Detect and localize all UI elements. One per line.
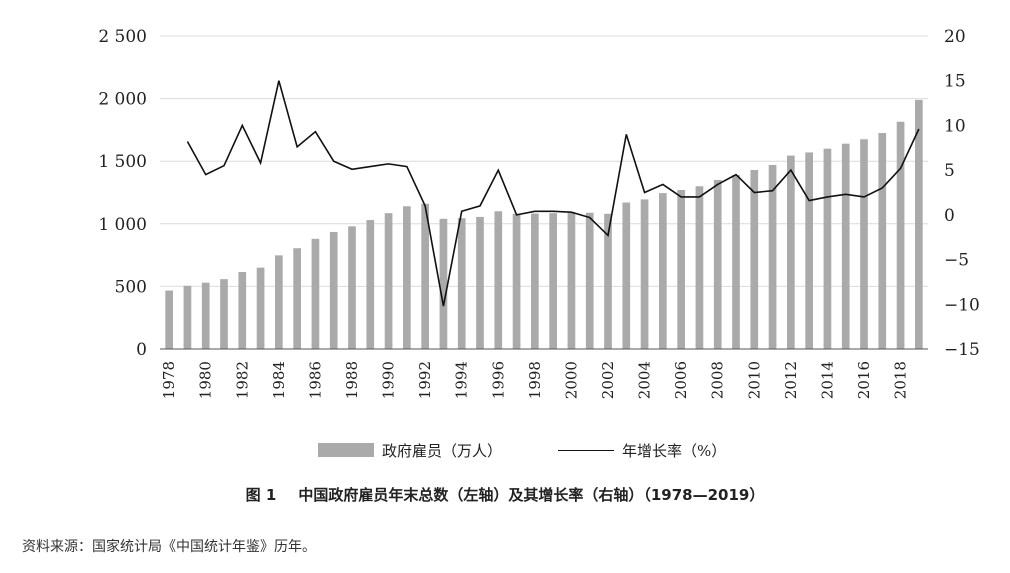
bar-1994: [457, 218, 466, 349]
x-tick-label-2006: 2006: [672, 361, 690, 399]
bar-2018: [896, 121, 905, 350]
y-left-tick-label: 2 500: [98, 27, 147, 47]
bar-2007: [695, 186, 704, 349]
gridlines: [160, 35, 928, 287]
x-tick-label-1982: 1982: [233, 361, 251, 399]
bar-2009: [732, 174, 740, 349]
bar-2003: [622, 202, 631, 349]
legend: 政府雇员（万人） 年增长率（%）: [0, 438, 1010, 462]
y-right-tick-label: 0: [944, 206, 955, 226]
x-tick-label-2000: 2000: [562, 361, 580, 399]
legend-item-line: 年增长率（%）: [558, 438, 726, 462]
x-tick-label-1988: 1988: [343, 361, 361, 399]
bar-2006: [677, 189, 685, 349]
bar-1980: [201, 282, 210, 349]
bar-1996: [494, 211, 503, 349]
x-tick-label-1978: 1978: [160, 361, 178, 399]
y-right-tick-label: 5: [944, 161, 955, 181]
bar-1997: [512, 213, 521, 349]
figure-title: 中国政府雇员年末总数（左轴）及其增长率（右轴）（1978—2019）: [298, 486, 765, 504]
legend-bar-label: 政府雇员（万人）: [382, 441, 503, 460]
bar-2005: [659, 193, 667, 349]
x-tick-label-1984: 1984: [270, 361, 288, 399]
legend-bar-swatch: [318, 443, 374, 457]
bar-2004: [640, 199, 649, 349]
bar-2013: [805, 152, 813, 349]
x-tick-label-2014: 2014: [818, 361, 836, 399]
bar-2002: [604, 213, 612, 349]
bar-1990: [384, 213, 393, 349]
legend-line-swatch: [558, 449, 614, 451]
x-tick-label-1996: 1996: [489, 361, 507, 399]
bar-1993: [439, 218, 448, 349]
x-tick-label-1990: 1990: [380, 361, 398, 399]
line-series: [186, 80, 920, 307]
bar-1989: [366, 220, 375, 349]
y-left-tick-label: 1 000: [98, 215, 147, 235]
bar-1986: [311, 238, 320, 349]
bar-1991: [403, 206, 411, 349]
bar-2012: [787, 155, 795, 349]
bar-series: [165, 99, 923, 350]
bar-2008: [713, 179, 722, 349]
bar-1981: [220, 279, 228, 349]
bar-1979: [183, 285, 192, 349]
legend-item-bar: 政府雇员（万人）: [318, 438, 502, 462]
y-left-tick-label: 0: [136, 340, 147, 360]
bar-2010: [750, 169, 759, 349]
x-tick-label-1992: 1992: [416, 361, 434, 399]
bar-2001: [585, 212, 594, 349]
figure-caption: 图 1 中国政府雇员年末总数（左轴）及其增长率（右轴）（1978—2019）: [0, 484, 1010, 505]
bar-1998: [531, 213, 539, 349]
growth-rate-line: [186, 80, 920, 307]
bar-2011: [768, 164, 777, 349]
bar-2019: [915, 99, 923, 350]
y-right-tick-label: 15: [944, 72, 966, 92]
bar-1983: [256, 267, 265, 349]
x-tick-label-2012: 2012: [782, 361, 800, 399]
y-left-tick-label: 1 500: [98, 152, 147, 172]
axes: 0 500 1 000 1 500 2 000 2 500 −15 −10 −5 0 5 10 15 20…: [98, 27, 980, 399]
bar-1984: [275, 255, 283, 349]
x-tick-label-2018: 2018: [892, 361, 910, 399]
x-tick-label-2002: 2002: [599, 361, 617, 399]
legend-line-label: 年增长率（%）: [622, 441, 727, 460]
figure-number: 图 1: [245, 486, 277, 504]
bar-1988: [348, 226, 356, 349]
x-tick-label-1998: 1998: [526, 361, 544, 399]
x-tick-label-2008: 2008: [709, 361, 727, 399]
bar-1978: [165, 290, 173, 349]
bar-2000: [567, 212, 576, 349]
y-right-tick-label: 20: [944, 27, 966, 47]
x-tick-label-2004: 2004: [636, 361, 654, 399]
y-right-tick-label: −15: [944, 340, 980, 360]
x-tick-label-1980: 1980: [197, 361, 215, 399]
source-note: 资料来源：国家统计局《中国统计年鉴》历年。: [22, 539, 316, 555]
y-right-tick-label: −5: [944, 251, 969, 271]
bar-2015: [841, 143, 850, 349]
chart: 0 500 1 000 1 500 2 000 2 500 −15 −10 −5 0 5 10 15 20…: [98, 27, 980, 399]
bar-2014: [823, 148, 832, 349]
bar-2017: [878, 133, 887, 349]
y-right-tick-label: −10: [944, 295, 980, 315]
bar-1999: [549, 213, 557, 349]
y-left-tick-label: 2 000: [98, 90, 147, 110]
x-tick-label-1986: 1986: [306, 361, 324, 399]
bar-1995: [476, 216, 484, 349]
y-right-tick-label: 10: [944, 116, 966, 136]
x-tick-label-2016: 2016: [855, 361, 873, 399]
bar-1982: [238, 272, 247, 349]
bar-1992: [421, 203, 429, 349]
bar-2016: [860, 139, 868, 349]
bar-1985: [293, 248, 301, 349]
y-left-tick-label: 500: [115, 277, 147, 297]
bar-1987: [329, 231, 338, 349]
x-tick-label-2010: 2010: [745, 361, 763, 399]
x-tick-label-1994: 1994: [453, 361, 471, 399]
